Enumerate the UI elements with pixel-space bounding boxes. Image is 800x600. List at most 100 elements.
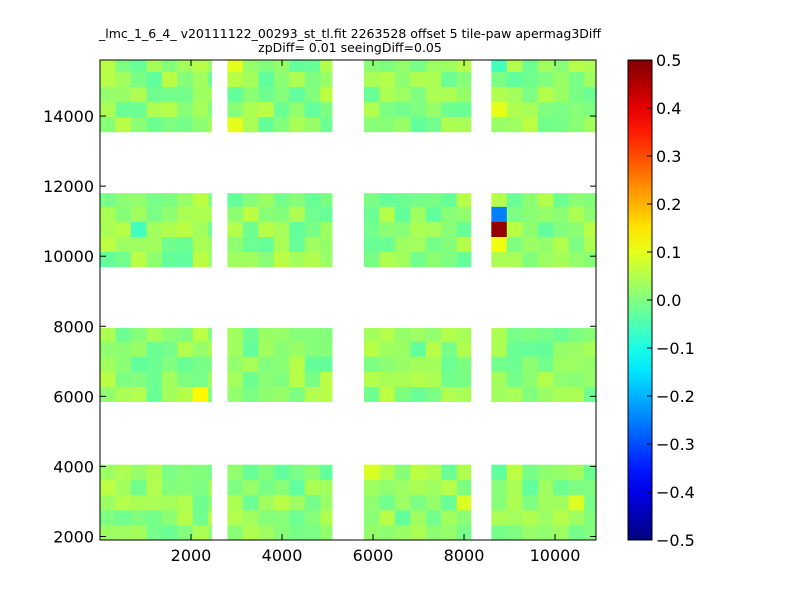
heatmap-cell [130, 464, 147, 481]
heatmap-cell [304, 193, 321, 207]
heatmap-cell [410, 509, 427, 526]
heatmap-cell [289, 371, 306, 387]
heatmap-cell [584, 193, 597, 207]
heatmap-cell [537, 60, 554, 72]
heatmap-cell [146, 236, 163, 253]
heatmap-cell [242, 386, 259, 403]
heatmap-cell [192, 116, 209, 133]
heatmap-cell [491, 371, 508, 387]
heatmap-cell [537, 71, 554, 88]
heatmap-cell [130, 341, 147, 357]
heatmap-cell [161, 221, 178, 237]
heatmap-cell [568, 71, 585, 88]
heatmap-cell [441, 236, 458, 253]
heatmap-cell [242, 71, 259, 88]
heatmap-cell [363, 509, 380, 526]
heatmap-cell [208, 494, 212, 511]
heatmap-cell [146, 116, 163, 133]
heatmap-cell [208, 86, 212, 103]
heatmap-cell [227, 206, 244, 222]
heatmap-cell [379, 328, 396, 342]
heatmap-cell [522, 193, 539, 207]
heatmap-cell [320, 371, 333, 387]
heatmap-cell [441, 386, 458, 403]
plot-frame [99, 59, 597, 541]
heatmap-cell [130, 101, 147, 118]
heatmap-cell [553, 116, 570, 133]
heatmap-cell [192, 386, 209, 403]
heatmap-cell [363, 494, 380, 511]
heatmap-cell [379, 221, 396, 237]
heatmap-cell [425, 356, 442, 372]
heatmap-cell [273, 193, 290, 207]
heatmap-cell [379, 236, 396, 253]
heatmap-cell [410, 494, 427, 511]
heatmap-cell [394, 221, 411, 237]
heatmap-cell [456, 371, 472, 387]
heatmap-cell [100, 341, 116, 357]
heatmap-cell [273, 116, 290, 133]
heatmap-cell [537, 193, 554, 207]
heatmap-cell [553, 524, 570, 541]
heatmap-cell [146, 206, 163, 222]
heatmap-cell [227, 60, 244, 72]
colorbar-tick-label: −0.2 [656, 387, 695, 406]
heatmap-cell [584, 251, 597, 268]
heatmap-cell [100, 251, 116, 268]
heatmap-cell [568, 101, 585, 118]
heatmap-cell [227, 479, 244, 496]
heatmap-cell [537, 221, 554, 237]
heatmap-cell [320, 60, 333, 72]
heatmap-cell [363, 236, 380, 253]
heatmap-cell [568, 251, 585, 268]
heatmap-cell [192, 71, 209, 88]
heatmap-cell [456, 101, 472, 118]
heatmap-cell [258, 494, 275, 511]
colorbar: 0.5 0.4 0.3 0.2 0.1 0.0 −0.1 −0.2 −0.3 −0.4 −0.5 [627, 51, 695, 550]
heatmap-cell [379, 524, 396, 541]
heatmap-cell [456, 356, 472, 372]
heatmap-cell [130, 193, 147, 207]
heatmap-cell [227, 356, 244, 372]
heatmap-cell [258, 60, 275, 72]
heatmap-cell [425, 86, 442, 103]
heatmap-cell [242, 86, 259, 103]
heatmap-cell [425, 221, 442, 237]
heatmap-cell [584, 509, 597, 526]
heatmap-cell [289, 386, 306, 403]
heatmap-cells [100, 60, 597, 541]
heatmap-cell [441, 494, 458, 511]
heatmap-cell [584, 494, 597, 511]
heatmap-cell [130, 221, 147, 237]
heatmap-cell [227, 86, 244, 103]
heatmap-cell [491, 251, 508, 268]
heatmap-cell [227, 494, 244, 511]
heatmap-cell [394, 251, 411, 268]
heatmap-cell [491, 356, 508, 372]
heatmap-cell [553, 206, 570, 222]
heatmap-cell [146, 341, 163, 357]
heatmap-cell [522, 479, 539, 496]
heatmap-cell [522, 524, 539, 541]
y-tick-label: 8000 [53, 317, 94, 336]
heatmap-cell [394, 328, 411, 342]
heatmap-cell [553, 328, 570, 342]
heatmap-cell [522, 236, 539, 253]
heatmap-cell [242, 524, 259, 541]
y-tick-label: 12000 [43, 177, 94, 196]
heatmap-cell [425, 464, 442, 481]
heatmap-cell [130, 386, 147, 403]
colorbar-tick-label: 0.0 [656, 291, 681, 310]
heatmap-cell [177, 206, 194, 222]
heatmap-cell [584, 60, 597, 72]
heatmap-cell [456, 193, 472, 207]
heatmap-cell [258, 236, 275, 253]
heatmap-cell [161, 206, 178, 222]
heatmap-cell [506, 479, 523, 496]
heatmap-cell [242, 116, 259, 133]
heatmap-cell [320, 101, 333, 118]
heatmap-cell [394, 341, 411, 357]
heatmap-cell [146, 494, 163, 511]
heatmap-cell [553, 509, 570, 526]
